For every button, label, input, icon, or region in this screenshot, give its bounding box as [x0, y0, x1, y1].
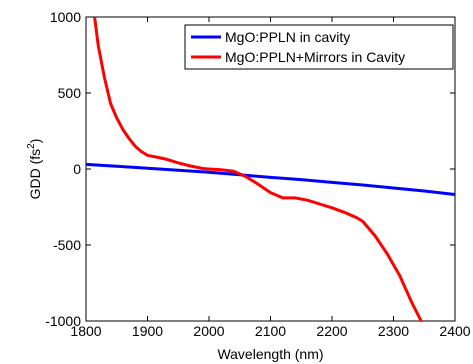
legend-label-2: MgO:PPLN+Mirrors in Cavity [225, 49, 405, 65]
y-tick-label: 0 [73, 161, 81, 177]
y-axis-label-close: ) [27, 139, 43, 144]
series-line-1 [86, 162, 455, 196]
x-tick-label: 2200 [316, 323, 347, 339]
legend: MgO:PPLN in cavity MgO:PPLN+Mirrors in Ca… [184, 24, 454, 70]
series-line-2 [93, 17, 423, 321]
legend-label-1: MgO:PPLN in cavity [225, 29, 350, 45]
tick-layer: 1800 1900 2000 2100 2200 2300 2400 -1000 -500 0 50… [45, 9, 471, 339]
x-tick-label: 2000 [193, 323, 224, 339]
x-tick-label: 2400 [439, 323, 470, 339]
x-tick-label: 1800 [70, 323, 101, 339]
y-axis-label-sup: 2 [26, 143, 37, 149]
legend-box [184, 24, 454, 70]
x-tick-label: 2100 [255, 323, 286, 339]
y-axis-label-main: GDD (fs [27, 149, 43, 200]
series-layer [86, 17, 455, 321]
y-tick-label: 1000 [50, 9, 81, 25]
x-tick-label: 2300 [378, 323, 409, 339]
x-axis-label: Wavelength (nm) [217, 346, 323, 362]
y-tick-label: 500 [58, 85, 82, 101]
y-axis-label: GDD (fs2) [26, 139, 43, 200]
x-tick-label: 1900 [132, 323, 163, 339]
y-tick-label: -1000 [45, 313, 81, 329]
y-tick-label: -500 [53, 237, 81, 253]
